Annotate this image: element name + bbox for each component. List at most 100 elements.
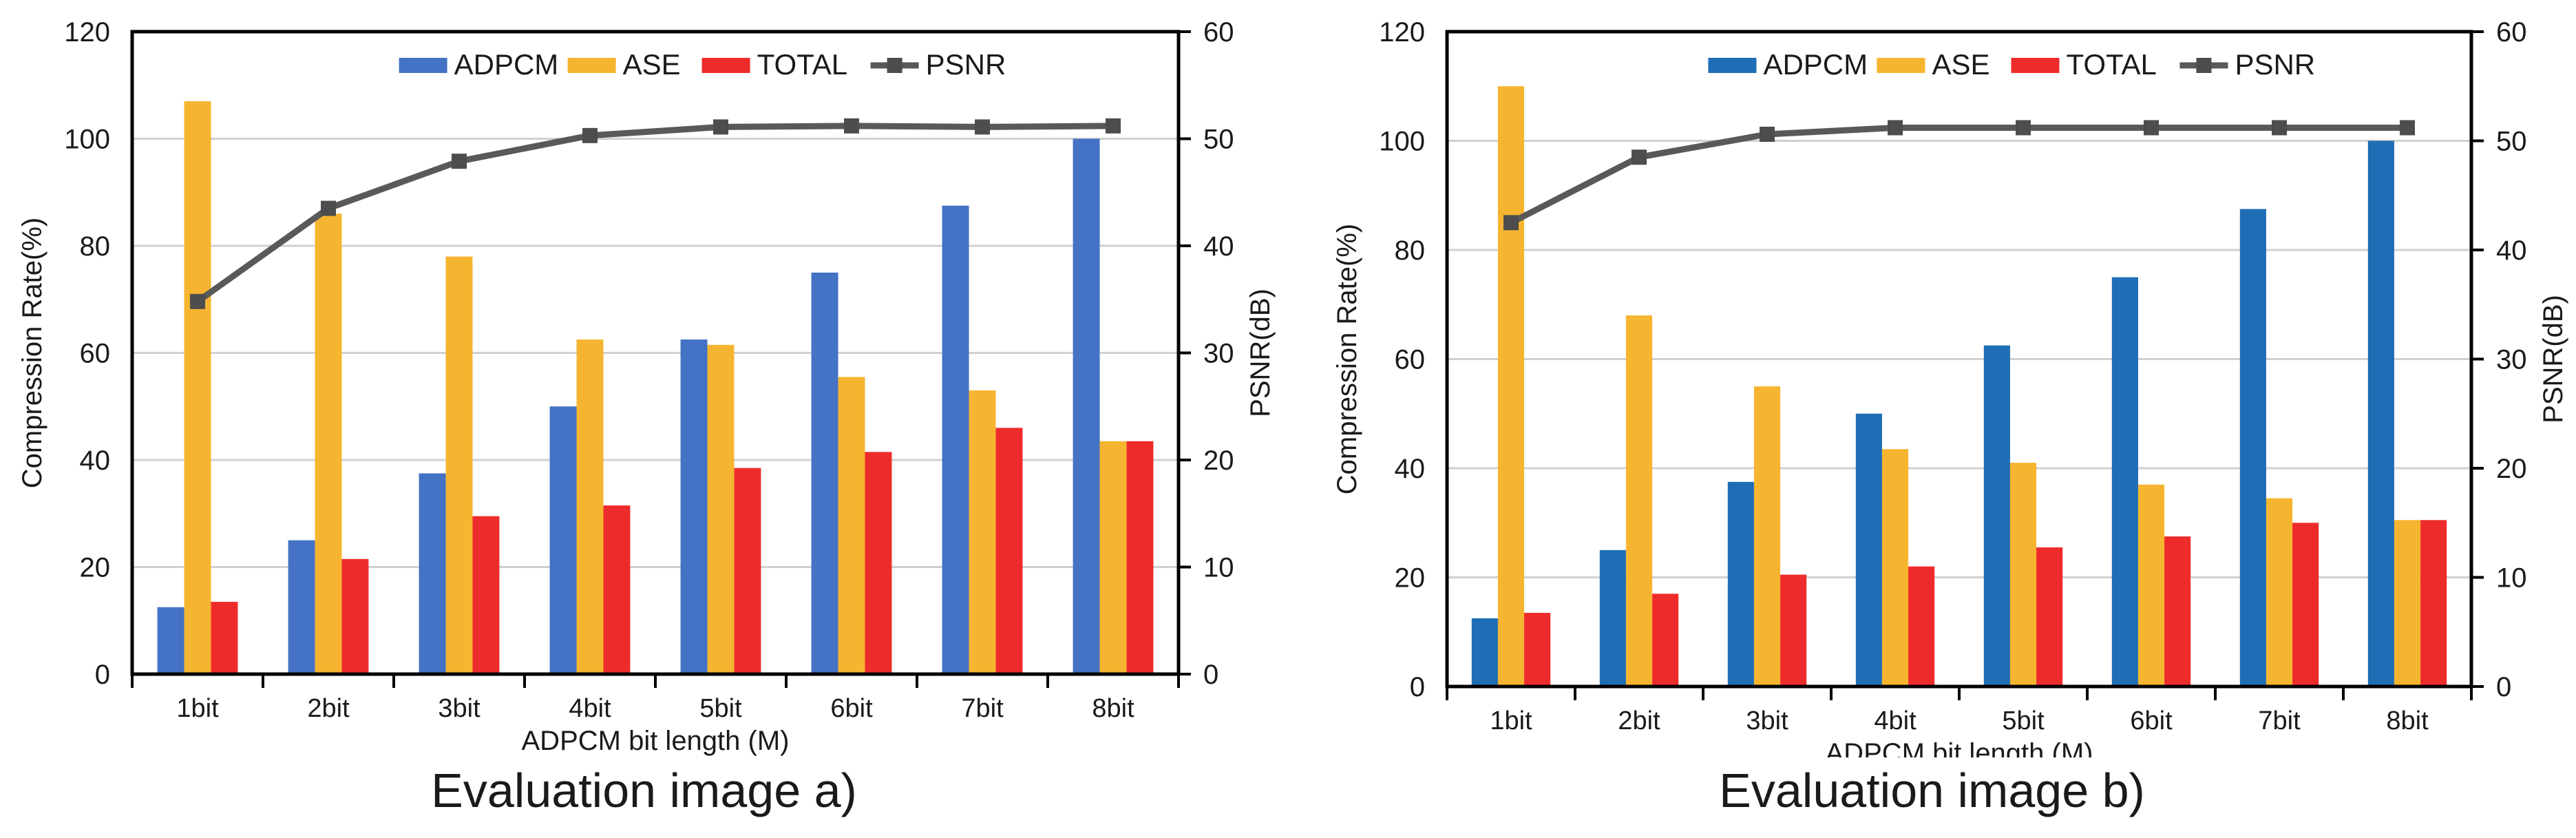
- y2-tick-label: 60: [1203, 17, 1234, 48]
- x-tick-label: 5bit: [699, 694, 742, 723]
- legend-marker-psnr: [887, 58, 902, 73]
- bar-ase: [2137, 484, 2165, 687]
- y-tick-label: 100: [1379, 127, 1425, 157]
- y2-axis-title: PSNR(dB): [2538, 295, 2568, 423]
- y2-tick-label: 0: [2496, 672, 2511, 702]
- legend-label-ase: ASE: [623, 48, 681, 81]
- bar-total: [211, 602, 238, 674]
- bar-ase: [707, 344, 735, 674]
- x-tick-label: 4bit: [569, 694, 611, 723]
- bar-adpcm: [680, 339, 708, 674]
- legend-swatch-total: [2011, 58, 2060, 73]
- x-tick-label: 3bit: [438, 694, 481, 723]
- x-tick-label: 5bit: [2002, 706, 2045, 735]
- bar-total: [472, 516, 500, 674]
- psnr-marker: [2272, 120, 2287, 136]
- bar-ase: [969, 390, 996, 674]
- bar-ase: [1099, 441, 1127, 674]
- bar-adpcm: [1471, 618, 1498, 687]
- y-tick-label: 20: [1395, 563, 1426, 594]
- x-tick-label: 7bit: [961, 694, 1004, 723]
- bar-adpcm: [419, 473, 446, 674]
- psnr-marker: [2016, 120, 2031, 136]
- x-tick-label: 6bit: [2130, 706, 2173, 735]
- gridlines: [1447, 30, 2471, 578]
- bar-ase: [184, 101, 211, 674]
- legend-label-psnr: PSNR: [926, 48, 1006, 81]
- bar-ase: [576, 339, 604, 674]
- bar-ase: [1753, 386, 1781, 687]
- y-axis-title: Compression Rate(%): [1332, 224, 1362, 494]
- legend-swatch-ase: [1877, 58, 1925, 73]
- x-tick-label: 1bit: [1490, 706, 1532, 735]
- y2-tick-label: 0: [1203, 660, 1218, 690]
- bar-ase: [838, 377, 865, 674]
- psnr-marker: [713, 119, 728, 135]
- bar-total: [734, 468, 761, 674]
- bar-adpcm: [1599, 549, 1626, 687]
- psnr-marker: [2400, 120, 2415, 136]
- legend-label-adpcm: ADPCM: [1763, 48, 1868, 81]
- bars: [1471, 86, 2447, 687]
- bar-total: [2036, 547, 2063, 687]
- bars: [157, 101, 1154, 675]
- bar-adpcm: [2111, 277, 2138, 687]
- x-axis-title: ADPCM bit length (M): [1826, 738, 2093, 757]
- x-tick-label: 2bit: [1618, 706, 1660, 735]
- bar-total: [2164, 536, 2191, 687]
- bar-adpcm: [1073, 138, 1100, 674]
- y-tick-label: 0: [95, 660, 110, 690]
- bar-adpcm: [811, 272, 838, 674]
- y2-tick-label: 10: [1203, 553, 1234, 583]
- legend-label-ase: ASE: [1932, 48, 1989, 81]
- x-tick-label: 4bit: [1874, 706, 1917, 735]
- legend-label-total: TOTAL: [2066, 48, 2156, 81]
- y-tick-label: 40: [80, 446, 111, 476]
- x-axis-title: ADPCM bit length (M): [522, 726, 790, 756]
- psnr-marker: [452, 154, 467, 169]
- psnr-marker: [1503, 215, 1519, 231]
- legend-label-psnr: PSNR: [2235, 48, 2315, 81]
- chart-panel-b: 1bit 2bit 3bit 4bit 5bit 6bit 7bit 8bit 0 20 40 60 8…: [1288, 0, 2576, 838]
- y-tick-label: 120: [64, 17, 110, 48]
- y-tick-label: 100: [64, 125, 110, 155]
- y2-tick-label: 10: [2496, 563, 2527, 594]
- bar-ase: [315, 213, 342, 675]
- bar-total: [865, 452, 892, 674]
- bar-ase: [1881, 449, 1909, 687]
- y2-tick-label: 30: [1203, 339, 1234, 369]
- x-tick-label: 8bit: [1092, 694, 1134, 723]
- y-tick-label: 80: [80, 231, 111, 262]
- bar-ase: [2266, 498, 2293, 687]
- y-tick-label: 60: [80, 339, 111, 369]
- bar-total: [603, 505, 631, 674]
- y-tick-label: 80: [1395, 235, 1426, 266]
- y-tick-label: 40: [1395, 454, 1426, 484]
- chart-caption: Evaluation image b): [1719, 764, 2145, 817]
- y2-tick-label: 50: [1203, 125, 1234, 155]
- psnr-line: [1509, 124, 2407, 226]
- bar-adpcm: [288, 540, 315, 674]
- y2-tick-label: 40: [2496, 235, 2527, 266]
- legend-swatch-ase: [567, 58, 616, 73]
- legend-swatch-adpcm: [399, 58, 447, 73]
- bar-total: [1908, 566, 1935, 687]
- bar-total: [2292, 523, 2319, 687]
- chart-b: 1bit 2bit 3bit 4bit 5bit 6bit 7bit 8bit 0 20 40 60 8…: [1332, 17, 2568, 768]
- bar-ase: [1625, 315, 1653, 687]
- legend-marker-psnr: [2196, 58, 2212, 73]
- psnr-marker: [2144, 120, 2159, 136]
- bar-adpcm: [157, 607, 184, 674]
- legend-swatch-total: [701, 58, 750, 73]
- bar-ase: [445, 256, 473, 674]
- psnr-marker: [321, 200, 336, 216]
- bar-ase: [1497, 86, 1525, 687]
- y-tick-label: 20: [80, 553, 111, 583]
- bar-adpcm: [1855, 413, 1882, 687]
- y-axis-title: Compression Rate(%): [17, 218, 47, 488]
- legend-label-total: TOTAL: [757, 48, 847, 81]
- bar-total: [1780, 574, 1807, 687]
- chart-a: 1bit 2bit 3bit 4bit 5bit 6bit 7bit 8bit 0 20 40 60 8…: [17, 17, 1276, 756]
- psnr-marker: [190, 293, 205, 309]
- legend-swatch-adpcm: [1708, 58, 1757, 73]
